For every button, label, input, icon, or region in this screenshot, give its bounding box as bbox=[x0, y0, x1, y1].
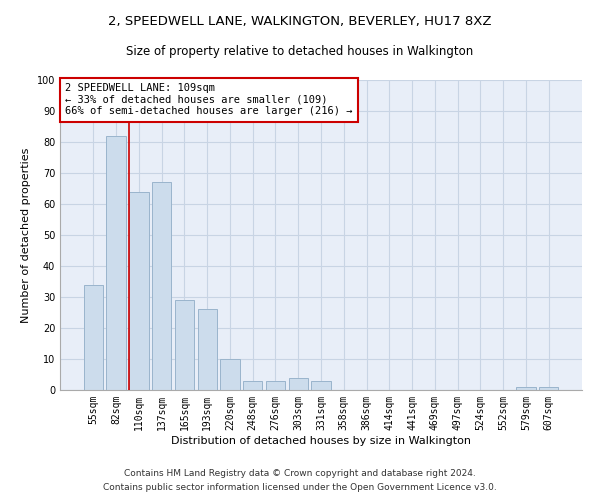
Bar bbox=[129, 192, 149, 390]
Bar bbox=[243, 380, 262, 390]
Text: Size of property relative to detached houses in Walkington: Size of property relative to detached ho… bbox=[127, 45, 473, 58]
Bar bbox=[197, 310, 217, 390]
Bar bbox=[311, 380, 331, 390]
Text: Contains HM Land Registry data © Crown copyright and database right 2024.: Contains HM Land Registry data © Crown c… bbox=[124, 468, 476, 477]
Bar bbox=[220, 359, 239, 390]
Bar bbox=[266, 380, 285, 390]
Y-axis label: Number of detached properties: Number of detached properties bbox=[21, 148, 31, 322]
Text: Contains public sector information licensed under the Open Government Licence v3: Contains public sector information licen… bbox=[103, 484, 497, 492]
Text: 2 SPEEDWELL LANE: 109sqm
← 33% of detached houses are smaller (109)
66% of semi-: 2 SPEEDWELL LANE: 109sqm ← 33% of detach… bbox=[65, 83, 353, 116]
Bar bbox=[175, 300, 194, 390]
Bar bbox=[289, 378, 308, 390]
X-axis label: Distribution of detached houses by size in Walkington: Distribution of detached houses by size … bbox=[171, 436, 471, 446]
Bar bbox=[106, 136, 126, 390]
Bar bbox=[84, 284, 103, 390]
Bar bbox=[539, 387, 558, 390]
Bar bbox=[152, 182, 172, 390]
Bar bbox=[516, 387, 536, 390]
Text: 2, SPEEDWELL LANE, WALKINGTON, BEVERLEY, HU17 8XZ: 2, SPEEDWELL LANE, WALKINGTON, BEVERLEY,… bbox=[108, 15, 492, 28]
